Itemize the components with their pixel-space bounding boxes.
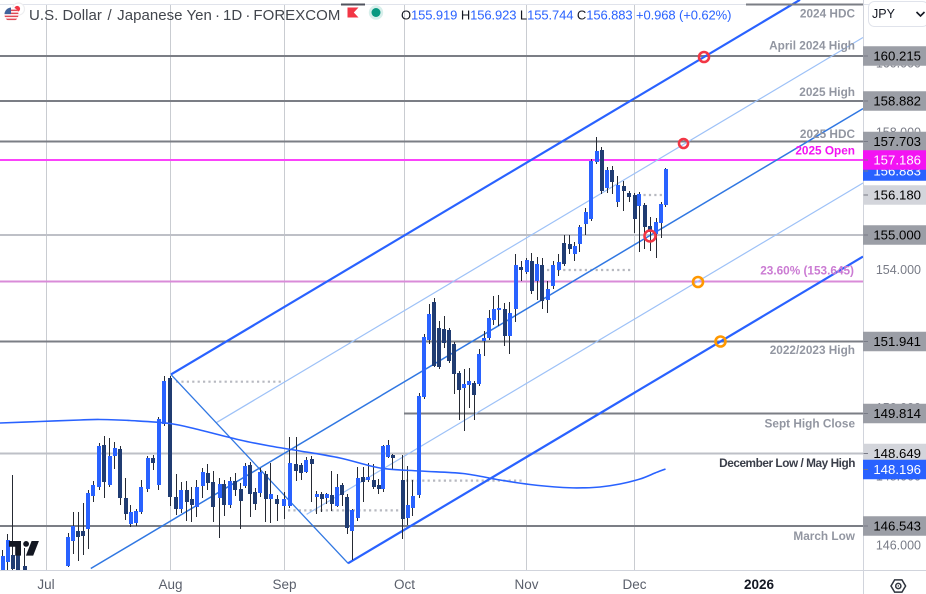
svg-text:148.649: 148.649 bbox=[873, 446, 921, 461]
svg-text:2025 HDC: 2025 HDC bbox=[800, 127, 856, 141]
svg-text:148.196: 148.196 bbox=[873, 462, 921, 477]
svg-text:Oct: Oct bbox=[394, 577, 415, 592]
svg-text:2025 High: 2025 High bbox=[799, 85, 855, 99]
svg-text:23.60% (153.645): 23.60% (153.645) bbox=[760, 264, 854, 278]
svg-text:Aug: Aug bbox=[158, 577, 182, 592]
svg-text:2026: 2026 bbox=[744, 577, 775, 592]
svg-text:Dec: Dec bbox=[622, 577, 646, 592]
svg-text:Jul: Jul bbox=[37, 577, 54, 592]
svg-text:160.215: 160.215 bbox=[873, 49, 921, 64]
svg-text:Sept High Close: Sept High Close bbox=[765, 417, 856, 431]
svg-text:154.000: 154.000 bbox=[876, 263, 921, 277]
svg-text:April 2024 High: April 2024 High bbox=[769, 39, 855, 53]
svg-text:157.186: 157.186 bbox=[873, 153, 921, 168]
svg-text:2022/2023 High: 2022/2023 High bbox=[770, 343, 855, 357]
svg-text:149.814: 149.814 bbox=[873, 406, 921, 421]
svg-text:December Low / May High: December Low / May High bbox=[719, 456, 855, 470]
svg-text:U.S. Dollar / Japanese Yen ·: U.S. Dollar / Japanese Yen · 1D · FOREXC… bbox=[29, 7, 340, 24]
svg-text:151.941: 151.941 bbox=[873, 334, 921, 349]
svg-text:2025 Open: 2025 Open bbox=[795, 144, 855, 158]
svg-text:146.543: 146.543 bbox=[873, 519, 921, 534]
svg-text:155.000: 155.000 bbox=[873, 228, 921, 243]
svg-text:156.180: 156.180 bbox=[873, 188, 921, 203]
svg-text:JPY: JPY bbox=[872, 7, 896, 21]
svg-text:157.703: 157.703 bbox=[873, 134, 921, 149]
svg-text:2024 HDC: 2024 HDC bbox=[800, 7, 856, 21]
svg-text:Sep: Sep bbox=[272, 577, 296, 592]
svg-text:O155.919 H156.923 L155.744 C15: O155.919 H156.923 L155.744 C156.883 +0.9… bbox=[401, 8, 731, 23]
svg-text:158.882: 158.882 bbox=[873, 94, 921, 109]
svg-text:March Low: March Low bbox=[793, 529, 855, 543]
svg-text:Nov: Nov bbox=[514, 577, 538, 592]
svg-text:146.000: 146.000 bbox=[876, 538, 921, 552]
